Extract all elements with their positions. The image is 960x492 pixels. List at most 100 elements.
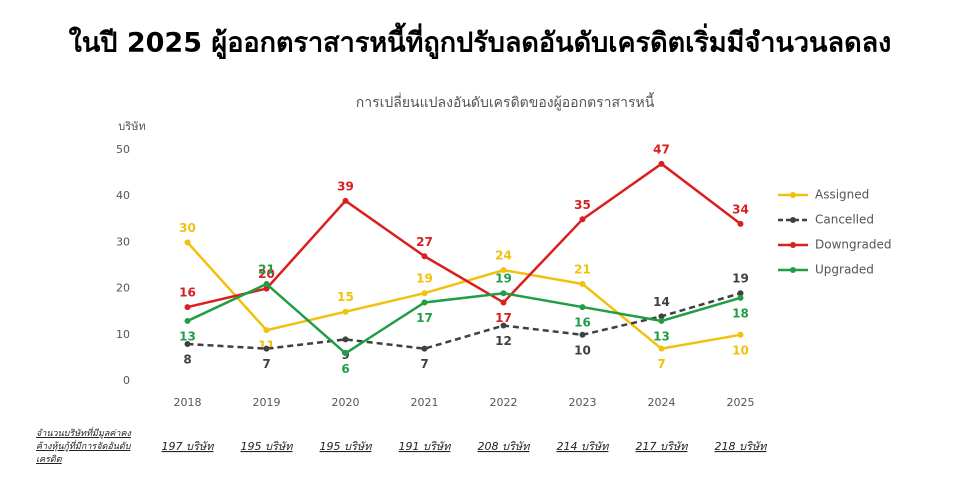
series-line: [187, 292, 741, 350]
point: [500, 322, 507, 329]
point: [737, 294, 744, 301]
chart-title: ในปี 2025 ผู้ออกตราสารหนี้ที่ถูกปรับลดอั…: [69, 22, 892, 60]
x-tick-label: 2018: [174, 396, 202, 409]
data-label: 14: [653, 295, 670, 309]
data-label: 19: [495, 272, 512, 286]
point: [500, 290, 507, 297]
point: [263, 327, 270, 334]
data-label: 13: [653, 329, 670, 343]
series-line: [186, 282, 741, 355]
data-label: 27: [416, 235, 433, 249]
data-label: 16: [179, 286, 196, 300]
data-label: 10: [574, 343, 591, 357]
data-label: 8: [183, 353, 191, 367]
point: [421, 290, 428, 297]
count-value: 214 บริษัท: [557, 440, 610, 453]
series-line: [187, 162, 742, 309]
point: [184, 304, 191, 311]
data-label: 21: [258, 262, 275, 276]
count-value: 195 บริษัท: [320, 440, 373, 453]
data-label: 24: [495, 249, 512, 263]
point: [342, 308, 349, 315]
data-label: 16: [574, 316, 591, 330]
data-label: 34: [732, 202, 749, 216]
x-tick-label: 2024: [648, 396, 676, 409]
data-label: 6: [341, 362, 349, 376]
point: [658, 317, 665, 324]
data-label: 13: [179, 329, 196, 343]
data-label: 10: [732, 343, 749, 357]
data-label: 18: [732, 306, 749, 320]
point: [658, 345, 665, 352]
point: [579, 280, 586, 287]
point: [579, 216, 586, 223]
point: [579, 304, 586, 311]
series-line: [186, 241, 741, 350]
count-value: 191 บริษัท: [399, 440, 452, 453]
count-value: 217 บริษัท: [636, 440, 689, 453]
legend-marker: [790, 192, 796, 198]
y-tick-label: 10: [116, 328, 130, 341]
point: [263, 285, 270, 292]
data-label: 7: [262, 357, 270, 371]
x-tick-label: 2023: [569, 396, 597, 409]
point: [184, 239, 191, 246]
data-label: 7: [420, 357, 428, 371]
point: [579, 331, 586, 338]
y-tick-label: 50: [116, 143, 130, 156]
data-label: 47: [653, 142, 670, 156]
point: [421, 299, 428, 306]
point: [500, 299, 507, 306]
data-label: 20: [258, 267, 275, 281]
point: [658, 313, 665, 320]
count-value: 208 บริษัท: [478, 440, 531, 453]
point: [737, 220, 744, 227]
y-tick-label: 20: [116, 282, 130, 295]
x-tick-label: 2022: [490, 396, 518, 409]
point: [737, 290, 744, 297]
data-label: 19: [732, 272, 749, 286]
data-label: 15: [337, 290, 354, 304]
legend-marker: [790, 242, 796, 248]
point: [658, 160, 665, 167]
y-tick-label: 40: [116, 189, 130, 202]
count-label: จำนวนบริษัทที่มีมูลค่าคงค้างหุ้นกู้ที่มี…: [36, 429, 131, 465]
legend-marker: [790, 267, 796, 273]
point: [421, 345, 428, 352]
point: [342, 350, 349, 357]
data-label: 12: [495, 334, 512, 348]
data-label: 35: [574, 198, 591, 212]
legend-label: Assigned: [815, 188, 869, 202]
x-tick-label: 2025: [727, 396, 755, 409]
data-label: 17: [495, 311, 512, 325]
point: [263, 345, 270, 352]
legend-label: Cancelled: [815, 213, 874, 227]
point: [500, 267, 507, 274]
legend-label: Downgraded: [815, 238, 892, 252]
y-tick-label: 30: [116, 235, 130, 248]
data-label: 21: [574, 262, 591, 276]
data-label: 19: [416, 272, 433, 286]
legend-marker: [790, 217, 796, 223]
point: [342, 336, 349, 343]
count-value: 195 บริษัท: [241, 440, 294, 453]
data-label: 30: [179, 221, 196, 235]
data-label: 17: [416, 311, 433, 325]
point: [184, 317, 191, 324]
point: [421, 253, 428, 260]
count-value: 218 บริษัท: [715, 440, 768, 453]
count-value: 197 บริษัท: [162, 440, 215, 453]
y-axis-label: บริษัท: [118, 120, 145, 133]
y-tick-label: 0: [123, 374, 130, 387]
legend-label: Upgraded: [815, 263, 874, 277]
point: [342, 197, 349, 204]
point: [263, 280, 270, 287]
x-tick-label: 2019: [253, 396, 281, 409]
chart-subtitle: การเปลี่ยนแปลงอันดับเครดิตของผู้ออกตราสา…: [356, 92, 655, 111]
x-tick-label: 2021: [411, 396, 439, 409]
point: [184, 341, 191, 348]
data-label: 39: [337, 179, 354, 193]
x-tick-label: 2020: [332, 396, 360, 409]
